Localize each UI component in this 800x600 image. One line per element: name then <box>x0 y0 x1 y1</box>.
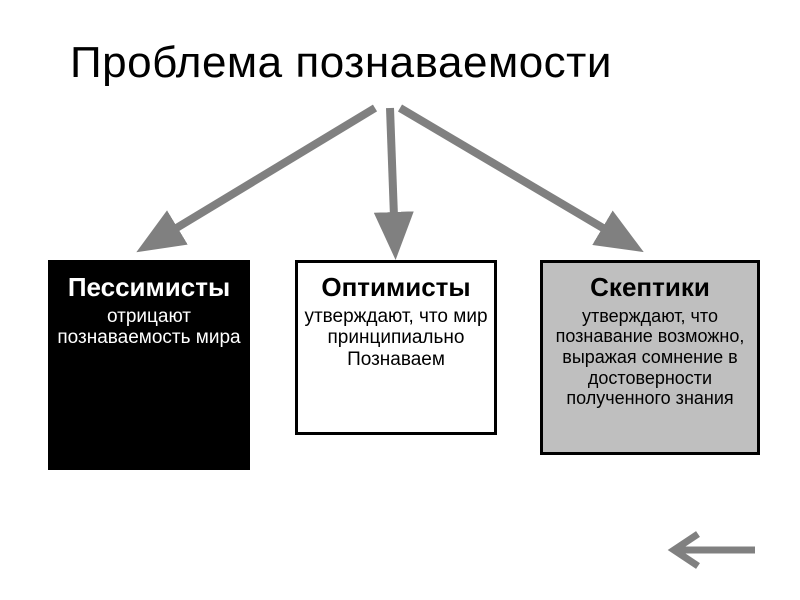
node-optimists-body: утверждают, что мир принципиально Познав… <box>304 306 488 372</box>
node-pessimists-body: отрицают познаваемость мира <box>57 306 241 350</box>
node-skeptics-title: Скептики <box>549 273 751 302</box>
node-pessimists: Пессимисты отрицают познаваемость мира <box>48 260 250 470</box>
node-optimists-title: Оптимисты <box>304 273 488 302</box>
node-pessimists-title: Пессимисты <box>57 273 241 302</box>
node-skeptics: Скептики утверждают, что познавание возм… <box>540 260 760 455</box>
arrow-to-pessimists <box>150 108 375 244</box>
node-skeptics-body: утверждают, что познавание возможно, выр… <box>549 306 751 409</box>
diagram-title: Проблема познаваемости <box>70 38 612 88</box>
arrow-to-skeptics <box>400 108 630 244</box>
back-arrow-icon[interactable] <box>660 528 760 572</box>
arrows-svg <box>0 100 800 260</box>
node-optimists: Оптимисты утверждают, что мир принципиал… <box>295 260 497 435</box>
arrow-to-optimists <box>390 108 395 244</box>
